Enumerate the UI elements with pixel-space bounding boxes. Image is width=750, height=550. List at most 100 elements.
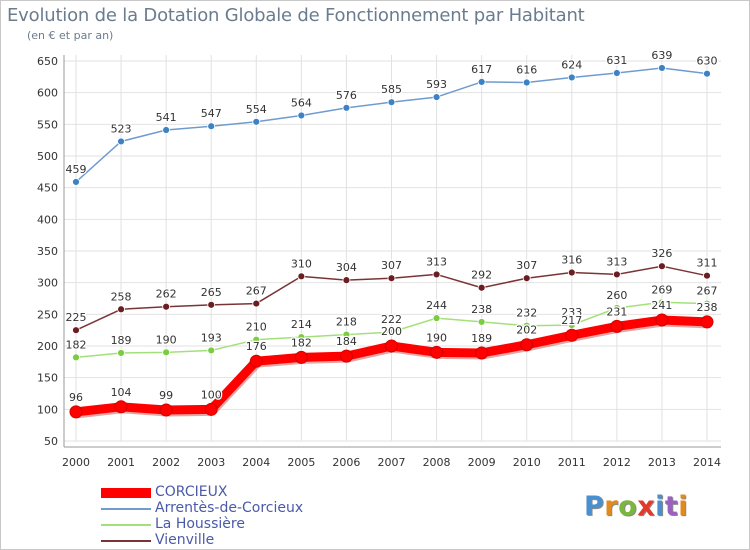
data-point xyxy=(162,348,171,357)
legend-swatch xyxy=(101,488,151,498)
data-label: 99 xyxy=(159,389,173,402)
y-tick-label: 100 xyxy=(37,403,58,416)
data-point xyxy=(565,328,579,342)
data-point xyxy=(430,345,444,359)
data-point xyxy=(204,402,218,416)
data-point xyxy=(703,299,711,308)
data-label: 258 xyxy=(111,290,132,303)
data-label: 265 xyxy=(201,286,222,299)
logo-letter: t xyxy=(664,491,679,522)
data-label: 182 xyxy=(66,338,87,351)
data-point xyxy=(342,330,351,339)
data-point xyxy=(703,271,711,280)
x-tick-label: 2009 xyxy=(468,456,496,469)
y-tick-label: 250 xyxy=(37,308,58,321)
data-label: 593 xyxy=(426,78,447,91)
data-label: 630 xyxy=(697,55,718,68)
data-label: 311 xyxy=(697,257,718,270)
data-label: 218 xyxy=(336,316,357,329)
data-label: 585 xyxy=(381,83,402,96)
data-label: 304 xyxy=(336,261,357,274)
data-label: 523 xyxy=(111,122,132,135)
data-label: 232 xyxy=(516,307,537,320)
data-label: 269 xyxy=(651,283,672,296)
data-point xyxy=(72,353,80,362)
data-point xyxy=(522,321,531,330)
x-tick-label: 2008 xyxy=(423,456,451,469)
data-point xyxy=(612,69,621,77)
data-label: 267 xyxy=(246,285,267,298)
data-point xyxy=(117,349,125,357)
y-tick-label: 400 xyxy=(37,213,58,226)
data-point xyxy=(522,78,531,87)
data-label: 193 xyxy=(201,331,222,344)
x-tick-label: 2004 xyxy=(242,456,270,469)
data-point xyxy=(387,274,396,283)
data-point xyxy=(520,338,534,352)
legend-label: Vienville xyxy=(155,532,215,548)
data-point xyxy=(703,69,711,78)
data-label: 292 xyxy=(471,269,492,282)
y-tick-label: 650 xyxy=(37,55,58,68)
data-label: 316 xyxy=(561,254,582,267)
data-point xyxy=(207,346,216,355)
x-tick-label: 2006 xyxy=(332,456,360,469)
data-label: 210 xyxy=(246,321,267,334)
logo-letter: i xyxy=(678,491,689,522)
y-tick-label: 550 xyxy=(37,118,58,131)
data-point xyxy=(252,117,261,126)
data-label: 639 xyxy=(651,49,672,62)
data-label: 189 xyxy=(471,332,492,345)
y-tick-label: 150 xyxy=(37,372,58,385)
data-label: 182 xyxy=(291,336,312,349)
x-tick-label: 2005 xyxy=(287,456,315,469)
data-point xyxy=(567,73,576,82)
data-point xyxy=(297,333,306,342)
data-label: 202 xyxy=(516,324,537,337)
legend-swatch xyxy=(101,524,151,526)
series-la-houssi-re: 182 189 190 193 210 214 218 222 244 238 232 233 260 2… xyxy=(64,282,719,362)
proxiti-logo: Proxiti xyxy=(584,491,688,522)
data-label: 547 xyxy=(201,107,222,120)
data-point xyxy=(162,126,171,134)
data-label: 326 xyxy=(651,247,672,260)
data-label: 313 xyxy=(426,255,447,268)
data-label: 190 xyxy=(156,333,177,346)
series-corcieux: 96 104 99 100 176 182 184 200 190 189 202 217 231 241… xyxy=(68,298,719,419)
data-point xyxy=(658,262,666,271)
data-point xyxy=(162,302,171,311)
data-point xyxy=(207,122,216,131)
y-tick-label: 50 xyxy=(44,435,58,448)
data-label: 564 xyxy=(291,96,312,109)
data-point xyxy=(432,314,441,323)
data-point xyxy=(72,178,80,186)
data-point xyxy=(567,268,576,277)
legend-swatch xyxy=(101,540,151,542)
data-label: 624 xyxy=(561,58,582,71)
series-vienville: 225 258 262 265 267 310 304 307 313 292 307 316 313 3… xyxy=(64,246,719,335)
data-point xyxy=(477,318,486,326)
legend-label: Arrentès-de-Corcieux xyxy=(155,500,304,516)
legend-label: CORCIEUX xyxy=(155,484,228,500)
data-label: 260 xyxy=(606,289,627,302)
logo-letter: P xyxy=(584,491,605,522)
y-tick-label: 300 xyxy=(37,277,58,290)
data-label: 190 xyxy=(426,331,447,344)
data-label: 104 xyxy=(111,386,132,399)
y-tick-label: 450 xyxy=(37,182,58,195)
y-tick-label: 200 xyxy=(37,340,58,353)
data-label: 541 xyxy=(156,111,177,124)
data-label: 184 xyxy=(336,335,357,348)
x-tick-label: 2007 xyxy=(378,456,406,469)
data-point xyxy=(387,328,396,336)
data-point xyxy=(249,354,263,368)
data-label: 176 xyxy=(246,340,267,353)
logo-letter: r xyxy=(604,491,619,522)
data-point xyxy=(159,403,173,417)
x-tick-label: 2002 xyxy=(152,456,180,469)
legend-swatch xyxy=(101,508,151,510)
data-label: 217 xyxy=(561,314,582,327)
data-label: 189 xyxy=(111,334,132,347)
